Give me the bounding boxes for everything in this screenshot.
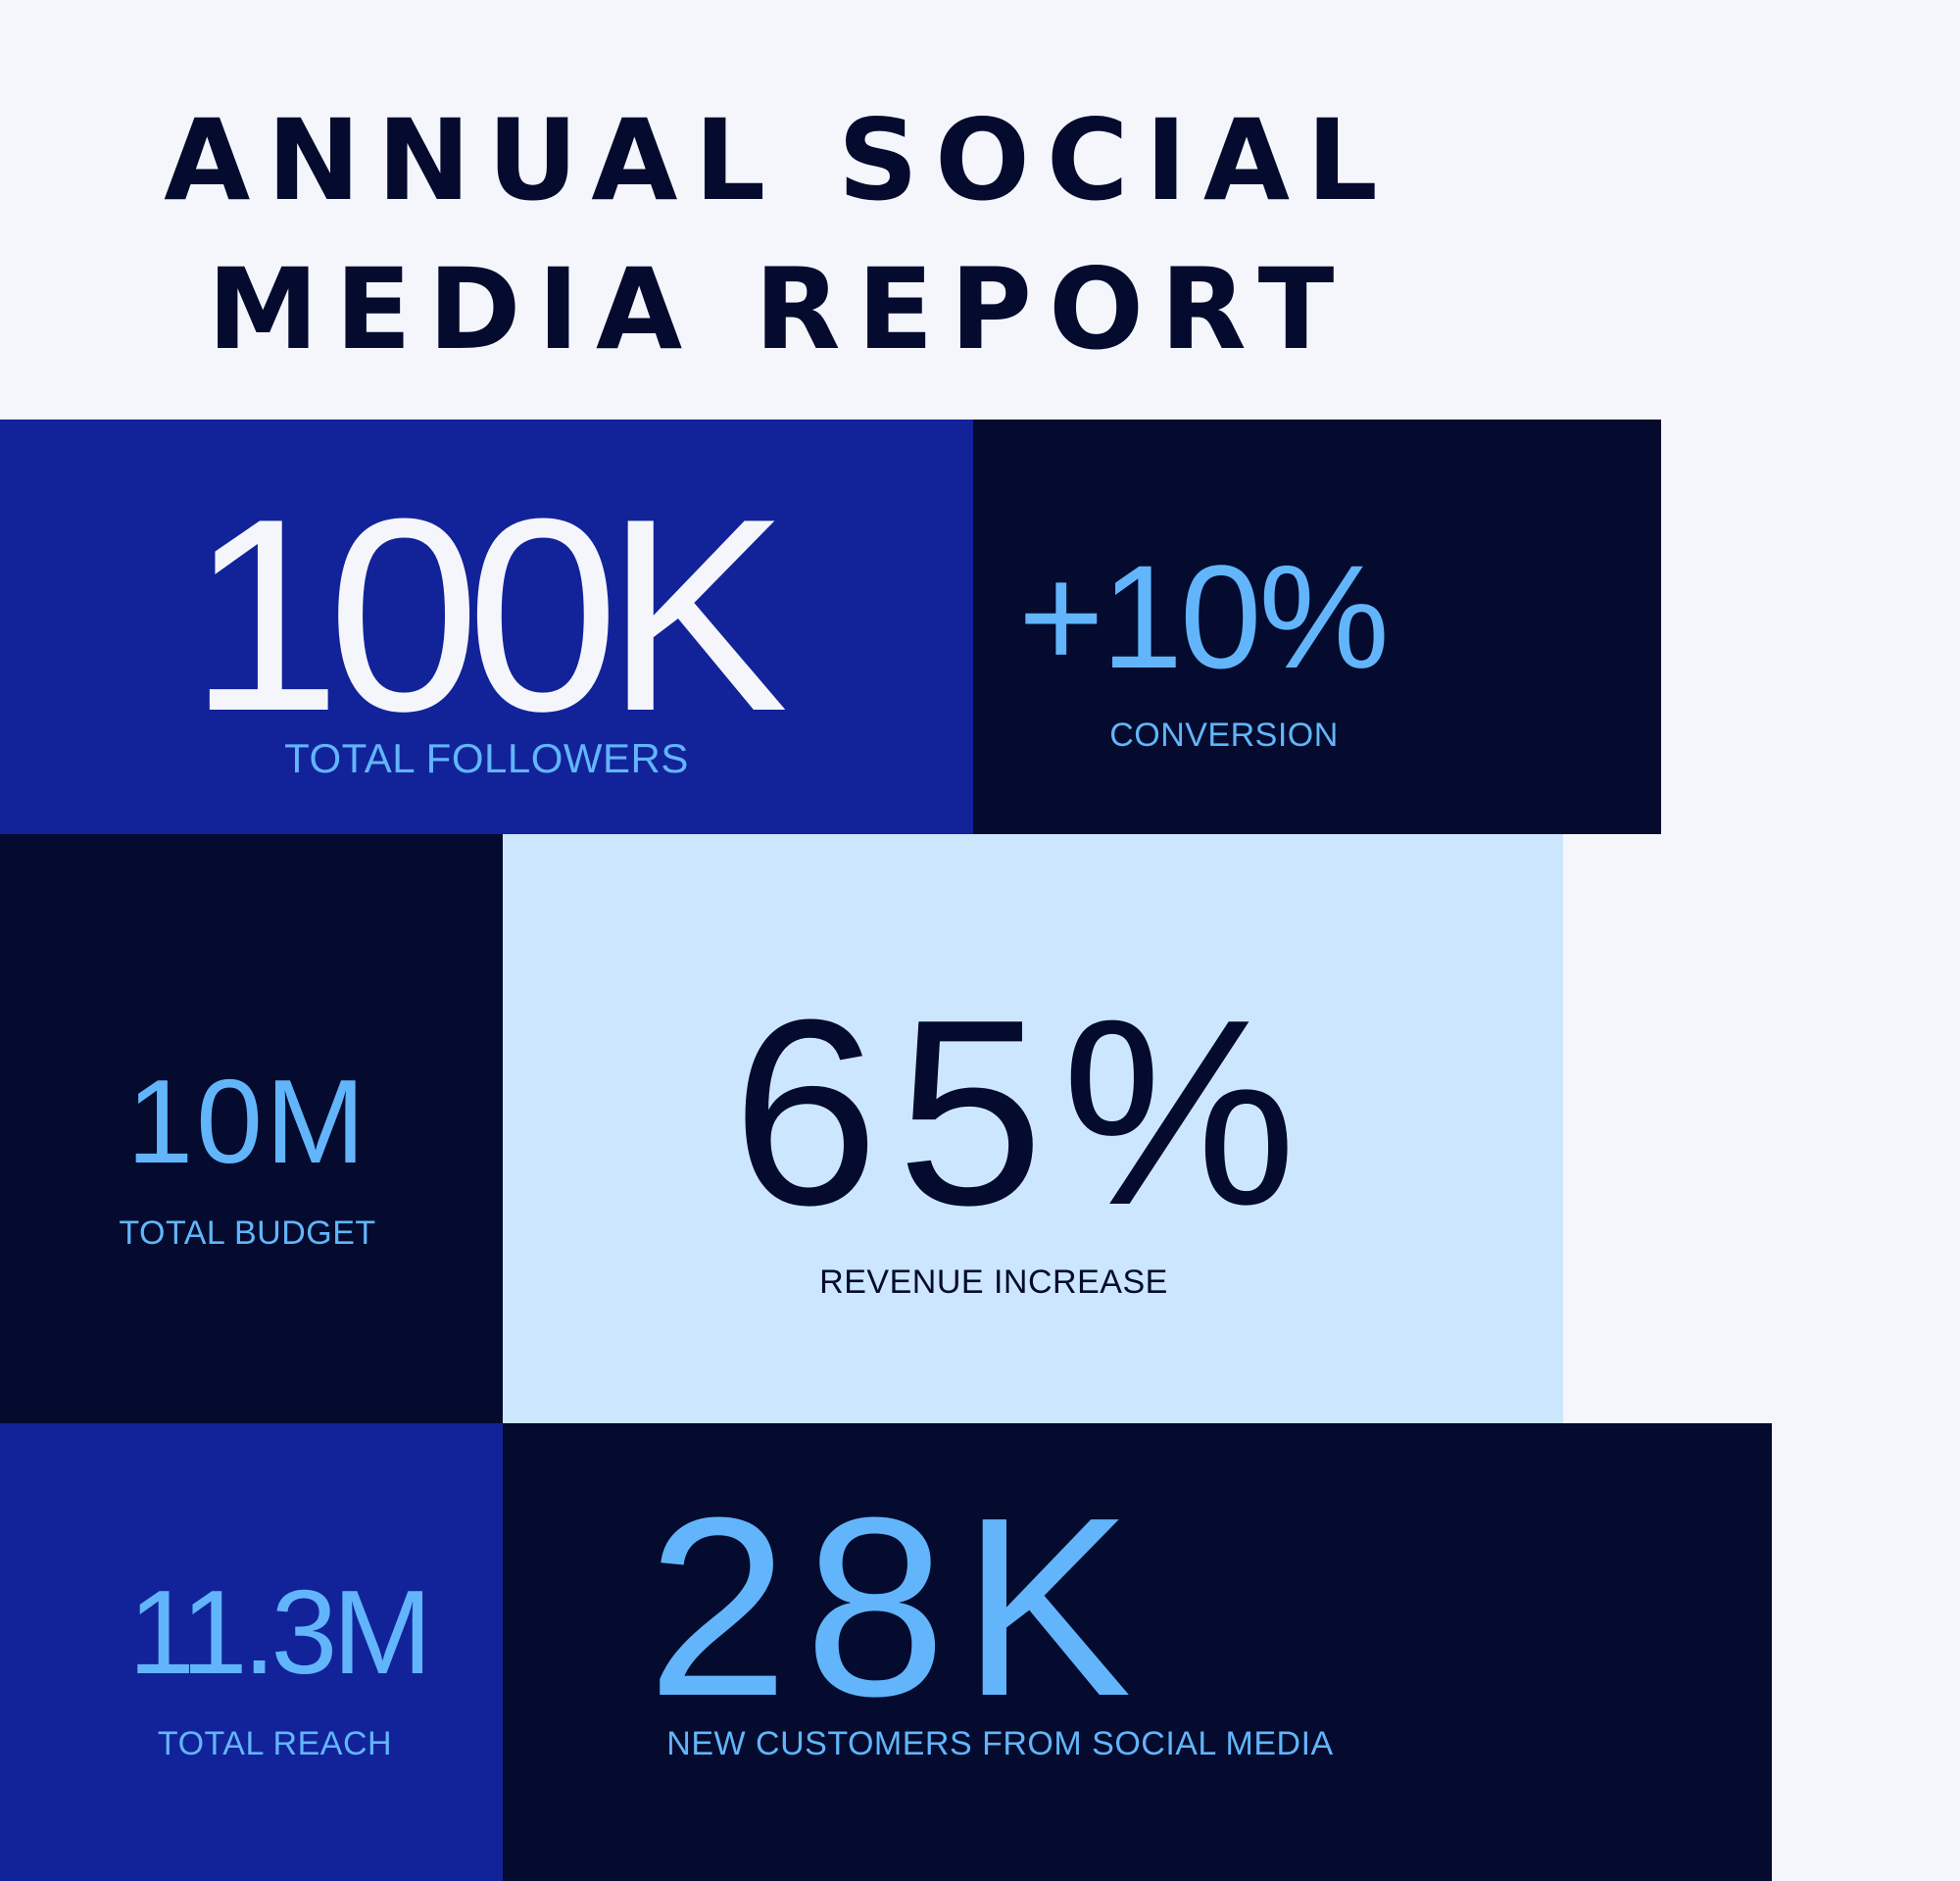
stat-tile-conversion: +10% CONVERSION xyxy=(973,420,1661,834)
page-title: ANNUAL SOCIAL MEDIA REPORT xyxy=(0,86,1558,384)
stat-label: TOTAL FOLLOWERS xyxy=(284,735,689,781)
stat-tile-total-budget: 10M TOTAL BUDGET xyxy=(0,834,503,1423)
stat-label: NEW CUSTOMERS FROM SOCIAL MEDIA xyxy=(666,1725,1334,1762)
stat-value: 11.3M xyxy=(127,1565,432,1699)
stat-label: REVENUE INCREASE xyxy=(819,1263,1168,1301)
stat-tile-revenue-increase: 65% REVENUE INCREASE xyxy=(503,834,1563,1423)
stat-value: 10M xyxy=(126,1055,368,1188)
stat-tile-total-followers: 100K TOTAL FOLLOWERS xyxy=(0,420,973,834)
stat-label: CONVERSION xyxy=(1109,717,1339,754)
stat-tile-total-reach: 11.3M TOTAL REACH xyxy=(0,1423,503,1881)
stat-value: 100K xyxy=(188,463,789,768)
stat-value: 65% xyxy=(731,965,1315,1261)
stat-tile-new-customers: 28K NEW CUSTOMERS FROM SOCIAL MEDIA xyxy=(503,1423,1772,1881)
stat-value: +10% xyxy=(1018,534,1390,699)
stat-label: TOTAL BUDGET xyxy=(119,1214,376,1252)
title-line-1: ANNUAL SOCIAL xyxy=(164,95,1395,225)
stat-label: TOTAL REACH xyxy=(157,1725,393,1762)
title-line-2: MEDIA REPORT xyxy=(207,244,1351,374)
stat-value: 28K xyxy=(647,1465,1148,1750)
